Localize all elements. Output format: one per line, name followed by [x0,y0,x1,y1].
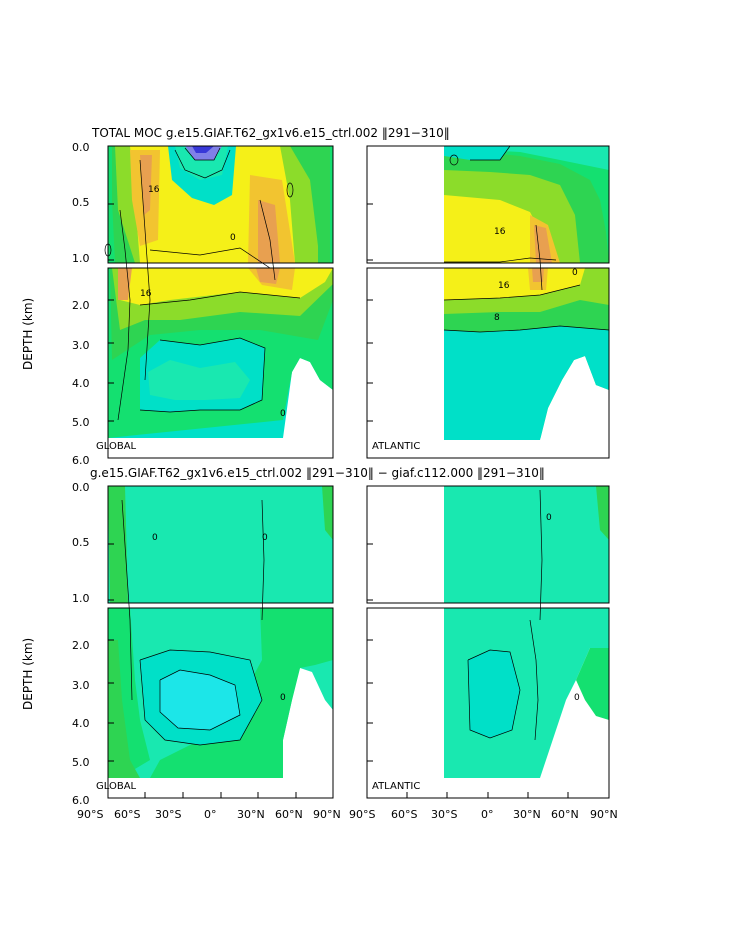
panel-bottom-atlantic: 0 0 ATLANTIC [366,485,610,799]
ytick-top-1-0: 1.0 [72,252,90,265]
xtick-atl-90s: 90°S [349,808,375,821]
contour-label-16b: 16 [140,289,152,299]
panel-top-global: 16 16 0 0 GLOBAL [96,145,334,459]
ytick-top-4-0: 4.0 [72,377,90,390]
contour-label-0h: 0 [574,693,580,703]
ytick-bot-2-0: 2.0 [72,639,90,652]
contour-label-0f: 0 [280,693,286,703]
ylabel-top: DEPTH (km) [21,298,35,370]
xtick-global-60n: 60°N [275,808,303,821]
y-axis-top: 0.0 0.5 1.0 2.0 3.0 4.0 5.0 6.0 DEPTH (k… [21,141,90,467]
panel-bottom-global: 0 0 0 GLOBAL [96,485,334,799]
contour-label-16c: 16 [494,227,506,237]
contour-label-16a: 16 [148,185,160,195]
xtick-global-60s: 60°S [114,808,140,821]
ytick-bot-1-0: 1.0 [72,592,90,605]
panel-label-global-bottom: GLOBAL [96,781,137,792]
ytick-top-5-0: 5.0 [72,416,90,429]
ytick-bot-0-5: 0.5 [72,536,90,549]
top-title: TOTAL MOC g.e15.GIAF.T62_gx1v6.e15_ctrl.… [91,126,450,140]
ytick-top-0-5: 0.5 [72,196,90,209]
contour-label-8: 8 [494,313,500,323]
contour-label-0b: 0 [280,409,286,419]
panel-label-global-top: GLOBAL [96,441,137,452]
ytick-top-6-0: 6.0 [72,454,90,467]
xtick-global-0: 0° [204,808,217,821]
panel-top-atlantic: 16 16 8 0 ATLANTIC [366,145,610,459]
contour-label-0d: 0 [152,533,158,543]
ytick-bot-5-0: 5.0 [72,756,90,769]
bottom-title: g.e15.GIAF.T62_gx1v6.e15_ctrl.002 ‖291−3… [90,466,545,480]
xtick-atl-0: 0° [481,808,494,821]
contour-label-0a: 0 [230,233,236,243]
x-axis-atlantic: 90°S 60°S 30°S 0° 30°N 60°N 90°N [349,808,618,821]
panel-label-atlantic-top: ATLANTIC [372,441,420,452]
panel-label-atlantic-bottom: ATLANTIC [372,781,420,792]
contour-label-0e: 0 [262,533,268,543]
ytick-bot-6-0: 6.0 [72,794,90,807]
contour-label-0c: 0 [572,268,578,278]
xtick-atl-90n: 90°N [590,808,618,821]
xtick-atl-60n: 60°N [551,808,579,821]
ytick-top-0-0: 0.0 [72,141,90,154]
tick-marks [107,145,610,799]
xtick-global-30n: 30°N [237,808,265,821]
xtick-atl-30n: 30°N [513,808,541,821]
y-axis-bottom: 0.0 0.5 1.0 2.0 3.0 4.0 5.0 6.0 DEPTH (k… [21,481,90,807]
ylabel-bottom: DEPTH (km) [21,638,35,710]
x-axis-global: 90°S 60°S 30°S 0° 30°N 60°N 90°N [77,808,341,821]
ytick-top-3-0: 3.0 [72,339,90,352]
xtick-global-30s: 30°S [155,808,181,821]
ytick-bot-3-0: 3.0 [72,679,90,692]
ytick-top-2-0: 2.0 [72,299,90,312]
contour-label-16d: 16 [498,281,510,291]
ytick-bot-4-0: 4.0 [72,717,90,730]
ytick-bot-0-0: 0.0 [72,481,90,494]
xtick-atl-30s: 30°S [431,808,457,821]
xtick-global-90n: 90°N [313,808,341,821]
contour-label-0g: 0 [546,513,552,523]
xtick-global-90s: 90°S [77,808,103,821]
xtick-atl-60s: 60°S [391,808,417,821]
